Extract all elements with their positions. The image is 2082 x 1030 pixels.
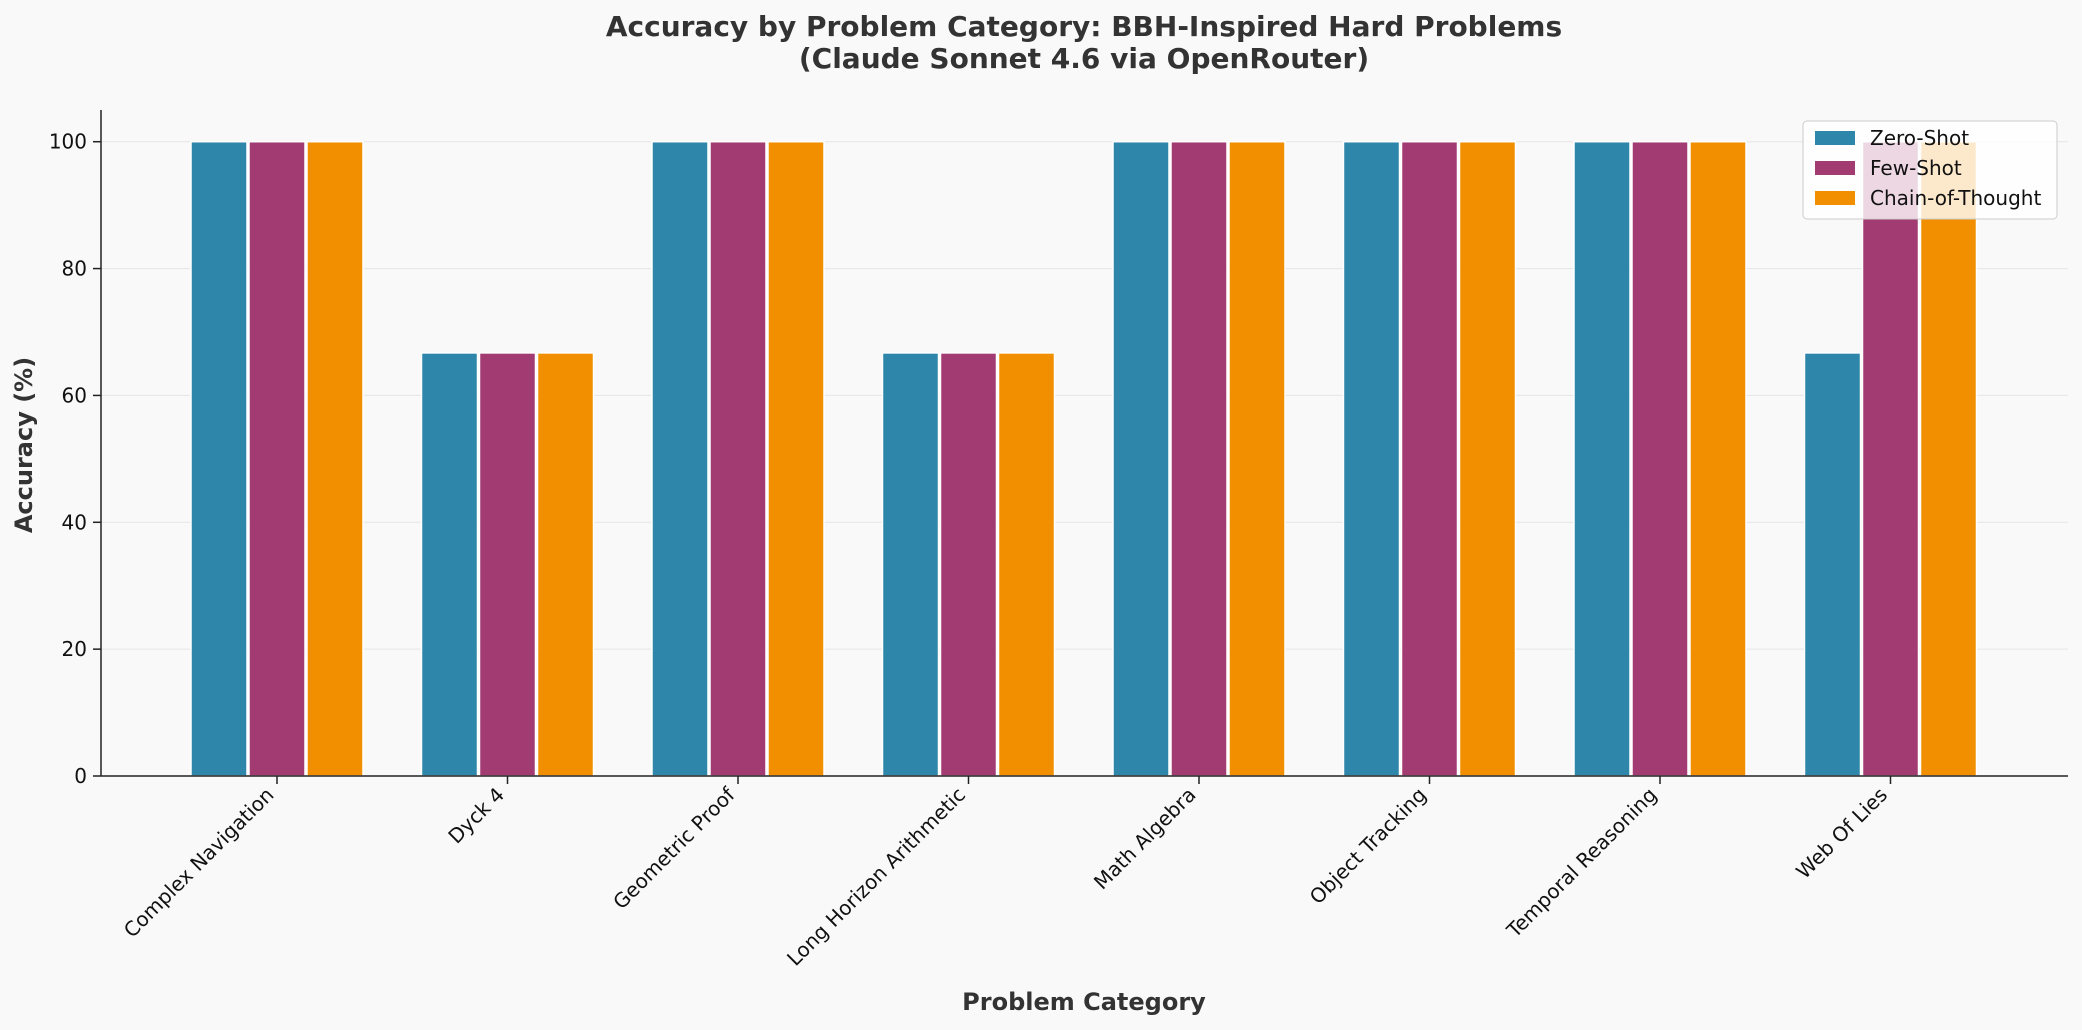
y-ticks: 0 20 40 60 80 100 [49, 130, 101, 788]
legend-swatch [1815, 161, 1855, 175]
y-axis-label: Accuracy (%) [10, 357, 38, 533]
legend: Zero-Shot Few-Shot Chain-of-Thought [1802, 120, 2058, 220]
bar-zero-shot [1803, 352, 1862, 777]
bar-chain-of-thought [1228, 140, 1286, 777]
bar-chain-of-thought [1458, 140, 1517, 777]
legend-box [1802, 120, 2058, 220]
y-tick-label: 40 [62, 510, 87, 534]
legend-label: Zero-Shot [1870, 126, 1969, 150]
bar-few-shot [478, 352, 537, 777]
y-tick-label: 60 [62, 383, 87, 407]
x-axis-label: Problem Category [962, 988, 1206, 1016]
bar-chain-of-thought [306, 140, 364, 777]
legend-label: Few-Shot [1870, 156, 1962, 180]
legend-swatch [1815, 191, 1855, 205]
bar-zero-shot [1573, 140, 1631, 777]
bar-zero-shot [190, 140, 248, 777]
bars [190, 140, 1978, 777]
y-tick-label: 100 [49, 130, 87, 154]
bar-zero-shot [420, 352, 479, 777]
bar-zero-shot [651, 140, 709, 777]
legend-label: Chain-of-Thought [1870, 186, 2041, 210]
legend-swatch [1815, 131, 1855, 145]
bar-few-shot [248, 140, 306, 777]
bar-chain-of-thought [767, 140, 825, 777]
axes [100, 110, 2068, 777]
bar-zero-shot [881, 352, 940, 777]
chart-subtitle: (Claude Sonnet 4.6 via OpenRouter) [799, 42, 1369, 75]
bar-zero-shot [1112, 140, 1170, 777]
y-tick-label: 80 [62, 257, 87, 281]
bar-few-shot [1631, 140, 1689, 777]
bar-chain-of-thought [1919, 140, 1978, 777]
bar-few-shot [1861, 140, 1920, 777]
chart-title: Accuracy by Problem Category: BBH-Inspir… [606, 10, 1562, 43]
bar-few-shot [939, 352, 998, 777]
bar-zero-shot [1342, 140, 1401, 777]
bar-few-shot [1170, 140, 1228, 777]
bar-chain-of-thought [536, 352, 595, 777]
y-tick-label: 0 [74, 764, 87, 788]
bar-few-shot [709, 140, 767, 777]
bar-chain-of-thought [1689, 140, 1747, 777]
bar-few-shot [1400, 140, 1459, 777]
y-tick-label: 20 [62, 637, 87, 661]
bar-chain-of-thought [997, 352, 1056, 777]
